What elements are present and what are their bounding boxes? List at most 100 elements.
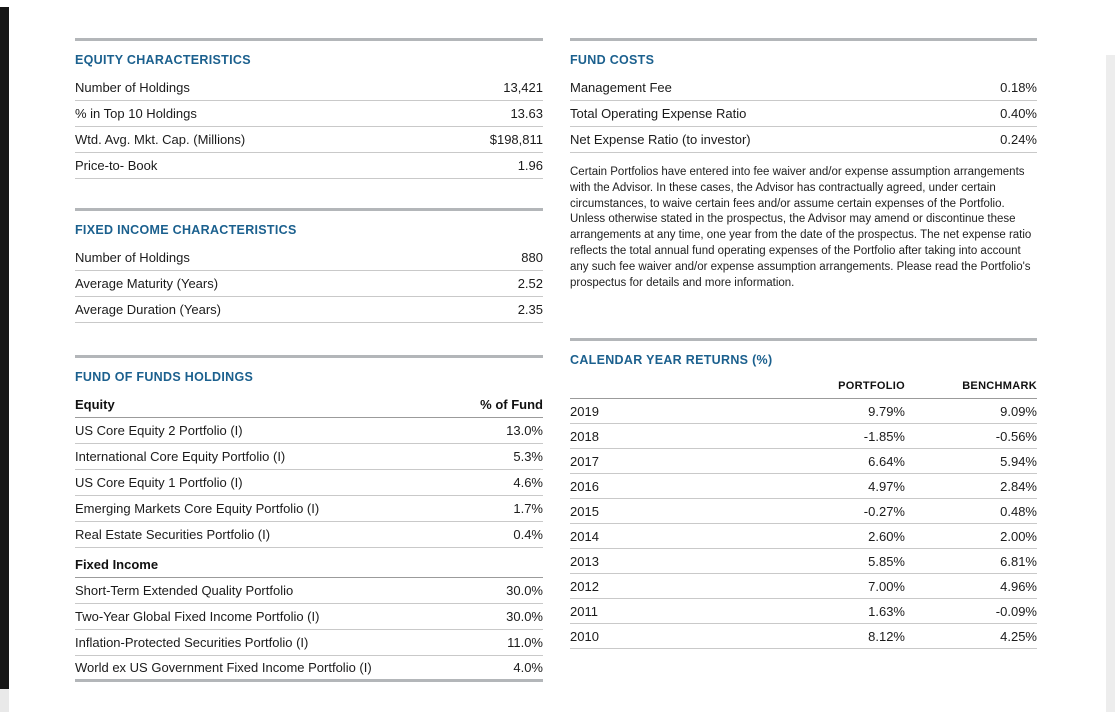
section-title: FUND OF FUNDS HOLDINGS [75,370,254,384]
equity-holdings-group: Equity % of Fund US Core Equity 2 Portfo… [75,392,543,548]
section-divider-bar [75,208,543,211]
year-cell: 2019 [570,403,599,419]
year-cell: 2010 [570,628,599,644]
fixed-income-characteristics-table: Number of Holdings 880 Average Maturity … [75,245,543,323]
benchmark-cell: 6.81% [1000,553,1037,569]
year-cell: 2018 [570,428,599,444]
portfolio-cell: 1.63% [868,603,905,619]
year-cell: 2011 [570,603,598,619]
row-value: 30.0% [506,609,543,624]
returns-header-row: PORTFOLIO BENCHMARK [570,375,1037,399]
row-value: 30.0% [506,583,543,598]
group-header-row: Equity % of Fund [75,392,543,418]
benchmark-cell: 0.48% [1000,503,1037,519]
row-value: 0.18% [1000,80,1037,95]
page-left-edge [0,7,9,689]
group-name: Fixed Income [75,557,159,572]
table-row: Management Fee 0.18% [570,75,1037,101]
section-title: EQUITY CHARACTERISTICS [75,53,251,67]
table-row: Real Estate Securities Portfolio (I) 0.4… [75,522,543,548]
year-cell: 2014 [570,528,599,544]
fund-costs-section: FUND COSTS Management Fee 0.18% Total Op… [570,38,1037,291]
table-row: Net Expense Ratio (to investor) 0.24% [570,127,1037,153]
row-label: Two-Year Global Fixed Income Portfolio (… [75,609,320,624]
row-value: 880 [521,250,543,265]
portfolio-cell: 2.60% [868,528,905,544]
row-label: Management Fee [570,80,672,95]
row-label: % in Top 10 Holdings [75,106,197,121]
section-title: FIXED INCOME CHARACTERISTICS [75,223,297,237]
section-divider-bar [75,355,543,358]
row-value: 0.40% [1000,106,1037,121]
returns-row: 2017 6.64% 5.94% [570,449,1037,474]
calendar-year-returns-section: CALENDAR YEAR RETURNS (%) PORTFOLIO BENC… [570,338,1037,649]
benchmark-cell: 5.94% [1000,453,1037,469]
benchmark-cell: 4.25% [1000,628,1037,644]
portfolio-column-header: PORTFOLIO [838,380,905,392]
row-value: 4.6% [513,475,543,490]
equity-characteristics-section: EQUITY CHARACTERISTICS Number of Holding… [75,38,543,179]
returns-row: 2011 1.63% -0.09% [570,599,1037,624]
table-row: International Core Equity Portfolio (I) … [75,444,543,470]
row-label: Real Estate Securities Portfolio (I) [75,527,271,542]
section-divider-bar [570,38,1037,41]
fund-of-funds-holdings-section: FUND OF FUNDS HOLDINGS Equity % of Fund … [75,355,543,682]
row-label: International Core Equity Portfolio (I) [75,449,286,464]
table-row: % in Top 10 Holdings 13.63 [75,101,543,127]
row-value: 0.4% [513,527,543,542]
row-label: Emerging Markets Core Equity Portfolio (… [75,501,320,516]
row-label: Average Duration (Years) [75,302,221,317]
benchmark-cell: -0.56% [995,428,1037,444]
row-value: 13.63 [510,106,543,121]
table-row: US Core Equity 2 Portfolio (I) 13.0% [75,418,543,444]
row-label: Number of Holdings [75,250,190,265]
row-value: 1.96 [517,158,543,173]
portfolio-cell: 8.12% [868,628,905,644]
fixed-income-characteristics-section: FIXED INCOME CHARACTERISTICS Number of H… [75,208,543,323]
section-divider-bar [570,338,1037,341]
returns-row: 2018 -1.85% -0.56% [570,424,1037,449]
section-divider-bar [75,38,543,41]
row-label: World ex US Government Fixed Income Port… [75,660,372,675]
benchmark-cell: 2.00% [1000,528,1037,544]
year-cell: 2012 [570,578,599,594]
benchmark-cell: 4.96% [1000,578,1037,594]
table-row: Average Duration (Years) 2.35 [75,297,543,323]
table-row: Price-to- Book 1.96 [75,153,543,179]
portfolio-cell: 6.64% [868,453,905,469]
row-label: US Core Equity 1 Portfolio (I) [75,475,243,490]
section-title: CALENDAR YEAR RETURNS (%) [570,353,773,367]
section-title: FUND COSTS [570,53,655,67]
row-value: 2.52 [517,276,543,291]
row-value: 13,421 [503,80,543,95]
portfolio-cell: -0.27% [863,503,905,519]
row-label: Number of Holdings [75,80,190,95]
returns-row: 2010 8.12% 4.25% [570,624,1037,649]
row-label: US Core Equity 2 Portfolio (I) [75,423,243,438]
row-value: 5.3% [513,449,543,464]
fund-costs-table: Management Fee 0.18% Total Operating Exp… [570,75,1037,153]
row-label: Short-Term Extended Quality Portfolio [75,583,294,598]
returns-row: 2016 4.97% 2.84% [570,474,1037,499]
page-left-edge-footer [0,689,9,712]
row-label: Price-to- Book [75,158,158,173]
row-value: 2.35 [517,302,543,317]
row-value: 4.0% [513,660,543,675]
row-label: Total Operating Expense Ratio [570,106,747,121]
scrollbar[interactable] [1106,55,1115,712]
table-row: US Core Equity 1 Portfolio (I) 4.6% [75,470,543,496]
table-row: Number of Holdings 13,421 [75,75,543,101]
returns-row: 2019 9.79% 9.09% [570,399,1037,424]
row-value: 11.0% [507,635,543,650]
benchmark-cell: 2.84% [1000,478,1037,494]
portfolio-cell: 7.00% [868,578,905,594]
portfolio-cell: 4.97% [868,478,905,494]
returns-row: 2015 -0.27% 0.48% [570,499,1037,524]
benchmark-cell: -0.09% [995,603,1037,619]
fee-waiver-disclosure-text: Certain Portfolios have entered into fee… [570,166,1032,289]
returns-row: 2014 2.60% 2.00% [570,524,1037,549]
group-name: Equity [75,397,115,412]
benchmark-cell: 9.09% [1000,403,1037,419]
table-row: Emerging Markets Core Equity Portfolio (… [75,496,543,522]
